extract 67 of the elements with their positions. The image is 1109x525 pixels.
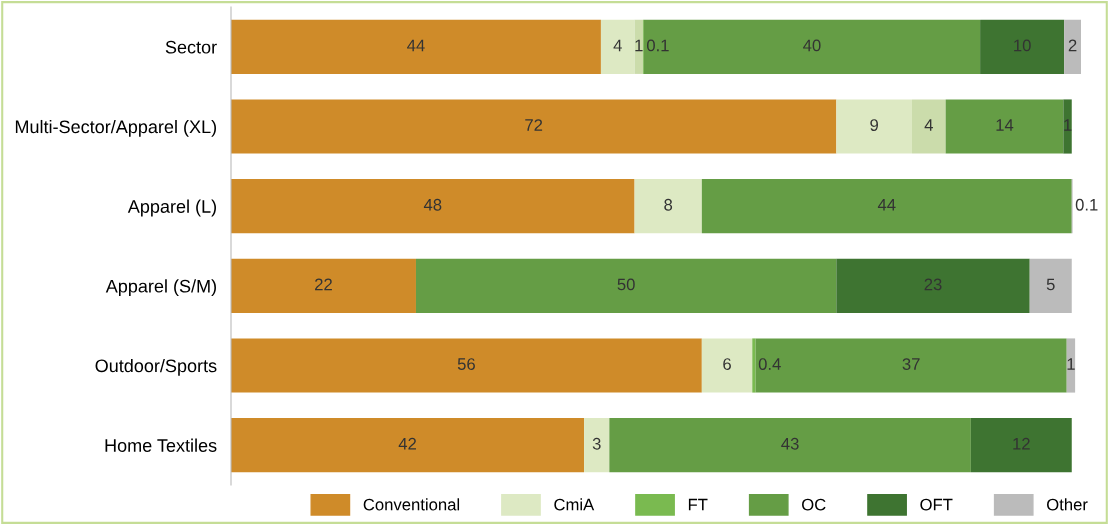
data-label: 2 (1068, 39, 1077, 52)
bar (1029, 258, 1072, 313)
data-label: 1 (1067, 358, 1075, 370)
bar (643, 19, 981, 74)
data-label: 44 (407, 39, 425, 52)
data-label: 48 (423, 198, 442, 211)
bar (836, 99, 913, 154)
bar (970, 418, 1072, 473)
bar (701, 338, 753, 393)
data-label: 44 (877, 199, 896, 211)
data-label: 37 (902, 358, 920, 370)
bar (1064, 19, 1081, 74)
y-tick-label: Sector (165, 40, 217, 54)
data-label: 40 (803, 39, 821, 52)
bar (1063, 99, 1072, 154)
bar (945, 99, 1064, 154)
data-label: 4 (924, 119, 933, 131)
bar (1066, 338, 1076, 393)
data-label: 0.1 (1075, 198, 1098, 211)
bar (231, 258, 416, 313)
bar (231, 99, 837, 154)
legend-label: OC (802, 498, 826, 511)
data-label: 10 (1014, 39, 1031, 52)
data-label: 8 (664, 198, 673, 211)
data-label: 4 (613, 39, 622, 52)
data-label: 56 (457, 358, 475, 370)
y-tick-label: Multi-Sector/Apparel (XL) (15, 119, 216, 137)
data-label: 5 (1046, 278, 1055, 291)
bar (600, 19, 635, 74)
data-label: 9 (870, 119, 879, 131)
data-label: 0.1 (646, 39, 669, 52)
data-label: 43 (781, 437, 799, 450)
data-label: 0.4 (758, 358, 781, 370)
data-label: 50 (617, 278, 635, 291)
bar (752, 338, 756, 393)
data-label: 42 (398, 437, 416, 450)
y-tick-label: Outdoor/Sports (95, 358, 217, 376)
bar (701, 179, 1072, 234)
bar (415, 258, 837, 313)
bar (231, 338, 702, 393)
bar (231, 19, 601, 74)
data-label: 3 (592, 437, 601, 450)
bar (231, 179, 635, 234)
y-tick-label: Apparel (L) (127, 199, 216, 217)
data-label: 14 (996, 119, 1014, 131)
bar (634, 179, 702, 234)
data-label: 72 (525, 119, 543, 131)
bar (584, 418, 610, 473)
bar (912, 99, 946, 154)
data-label: 12 (1013, 437, 1030, 450)
legend-label: FT (688, 498, 708, 511)
bar (231, 418, 585, 473)
bar (836, 258, 1030, 313)
y-tick-label: Apparel (S/M) (105, 279, 216, 297)
y-tick-label: Home Textiles (105, 438, 217, 452)
data-label: 22 (315, 278, 332, 291)
data-label: 1 (1064, 119, 1072, 131)
legend-label: CmiA (554, 498, 595, 511)
bar (609, 418, 971, 473)
bar (980, 19, 1065, 74)
data-label: 23 (924, 278, 942, 291)
data-label: 1 (635, 39, 643, 52)
bar (755, 338, 1067, 393)
legend-label: Conventional (363, 498, 460, 511)
legend-label: Other (1047, 498, 1088, 511)
legend-label: OFT (920, 498, 953, 511)
data-label: 6 (723, 358, 731, 370)
